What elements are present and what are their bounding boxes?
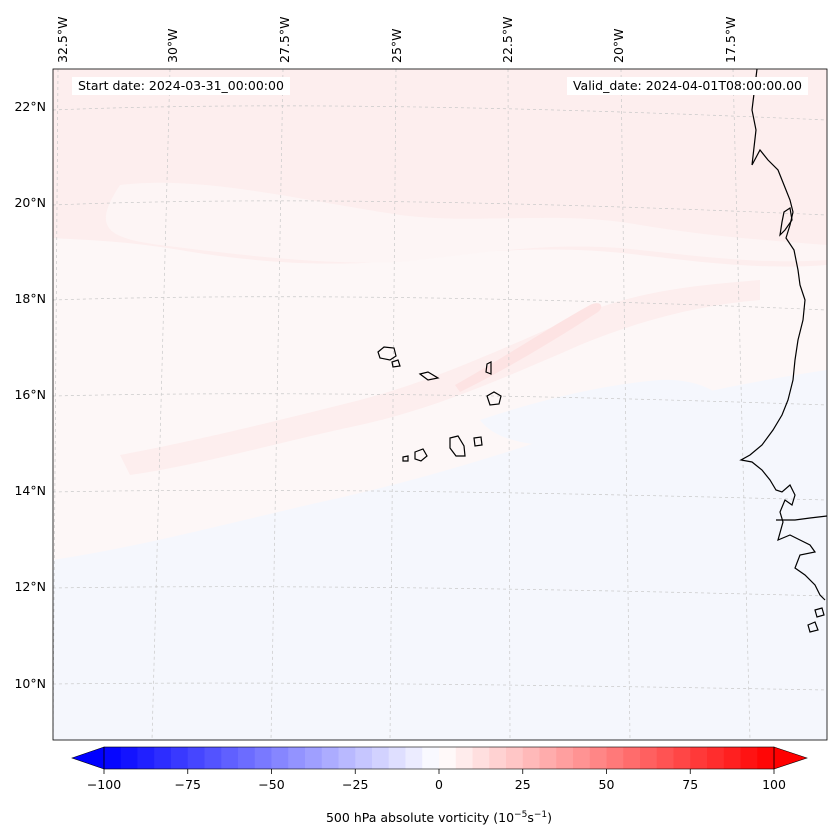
colorbar-segment bbox=[137, 747, 155, 769]
lat-label: 10°N bbox=[14, 676, 46, 691]
colorbar-tick-label: 0 bbox=[435, 777, 443, 792]
colorbar-ticks: −100 −75 −50 −25 0 25 50 75 100 bbox=[87, 769, 786, 792]
lat-label: 16°N bbox=[14, 387, 46, 402]
colorbar: −100 −75 −50 −25 0 25 50 75 100 500 hPa absolute… bbox=[71, 746, 808, 825]
colorbar-segment bbox=[221, 747, 239, 769]
colorbar-segment bbox=[656, 747, 674, 769]
colorbar-segment bbox=[288, 747, 306, 769]
map-border bbox=[52, 68, 828, 741]
colorbar-segment bbox=[740, 747, 758, 769]
lat-label: 18°N bbox=[14, 291, 46, 306]
colorbar-segment bbox=[707, 747, 725, 769]
colorbar-tick-label: −75 bbox=[175, 777, 201, 792]
lon-label: 22.5°W bbox=[500, 17, 515, 63]
colorbar-tick-label: −100 bbox=[87, 777, 121, 792]
colorbar-tick-label: 100 bbox=[762, 777, 786, 792]
colorbar-segment bbox=[104, 747, 122, 769]
valid-date-label: Valid_date: 2024-04-01T08:00:00.00 bbox=[566, 77, 808, 95]
map-panel bbox=[53, 69, 827, 740]
lat-label: 22°N bbox=[14, 99, 46, 114]
colorbar-segment bbox=[556, 747, 574, 769]
cape-verde-boa-vista bbox=[486, 391, 502, 406]
colorbar-segment bbox=[455, 747, 473, 769]
colorbar-segment bbox=[489, 747, 507, 769]
lat-label: 12°N bbox=[14, 579, 46, 594]
vorticity-negative-region-2 bbox=[480, 379, 740, 446]
latitude-labels: 22°N 20°N 18°N 16°N 14°N 12°N 10°N bbox=[14, 99, 46, 691]
colorbar-segment bbox=[204, 747, 222, 769]
longitude-labels: 32.5°W 30°W 27.5°W 25°W 22.5°W 20°W 17.5… bbox=[55, 17, 738, 63]
colorbar-segment bbox=[422, 747, 440, 769]
lon-label: 27.5°W bbox=[277, 17, 292, 63]
colorbar-segment bbox=[472, 747, 490, 769]
lat-label: 14°N bbox=[14, 483, 46, 498]
colorbar-tick-label: 75 bbox=[682, 777, 698, 792]
colorbar-label: 500 hPa absolute vorticity (10−5s−1) bbox=[326, 810, 552, 825]
colorbar-segment bbox=[355, 747, 373, 769]
colorbar-extend-low bbox=[71, 746, 105, 770]
colorbar-segment bbox=[640, 747, 658, 769]
colorbar-segment bbox=[321, 747, 339, 769]
colorbar-segment bbox=[673, 747, 691, 769]
colorbar-segment bbox=[623, 747, 641, 769]
colorbar-segment bbox=[439, 747, 457, 769]
colorbar-segment bbox=[589, 747, 607, 769]
colorbar-segment bbox=[271, 747, 289, 769]
colorbar-tick-label: 25 bbox=[515, 777, 531, 792]
cape-verde-sao-nicolau bbox=[418, 371, 440, 381]
colorbar-segment bbox=[338, 747, 356, 769]
colorbar-segment bbox=[238, 747, 256, 769]
colorbar-segment bbox=[372, 747, 390, 769]
cape-verde-maio bbox=[473, 436, 483, 447]
colorbar-segment bbox=[305, 747, 323, 769]
africa-coastline bbox=[739, 69, 826, 601]
colorbar-segment bbox=[254, 747, 272, 769]
colorbar-segment bbox=[522, 747, 540, 769]
colorbar-segment bbox=[757, 747, 775, 769]
vorticity-negative-region bbox=[53, 370, 827, 740]
colorbar-segment bbox=[690, 747, 708, 769]
colorbar-segment bbox=[187, 747, 205, 769]
cape-verde-brava bbox=[402, 455, 409, 462]
colorbar-tick-label: −50 bbox=[258, 777, 284, 792]
lon-label: 20°W bbox=[611, 28, 626, 63]
colorbar-extend-high bbox=[773, 746, 808, 770]
graticule bbox=[53, 69, 827, 740]
coastlines bbox=[377, 69, 827, 633]
colorbar-segment bbox=[573, 747, 591, 769]
dakhla-peninsula bbox=[779, 206, 793, 237]
cape-verde-fogo bbox=[414, 448, 428, 462]
colorbar-segment bbox=[154, 747, 172, 769]
colorbar-segment bbox=[405, 747, 423, 769]
colorbar-segment bbox=[539, 747, 557, 769]
cape-verde-sao-vicente bbox=[391, 359, 401, 368]
colorbar-segments bbox=[104, 747, 775, 769]
vorticity-positive-band-inner bbox=[105, 182, 827, 263]
vorticity-positive-band-diagonal bbox=[120, 280, 760, 475]
lon-label: 25°W bbox=[389, 28, 404, 63]
colorbar-segment bbox=[723, 747, 741, 769]
cape-verde-santo-antao bbox=[377, 346, 397, 361]
cape-verde-santiago bbox=[449, 435, 466, 457]
colorbar-tick-label: 50 bbox=[599, 777, 615, 792]
colorbar-segment bbox=[171, 747, 189, 769]
start-date-label: Start date: 2024-03-31_00:00:00 bbox=[72, 77, 290, 95]
lon-label: 32.5°W bbox=[55, 17, 70, 63]
gambia-coast bbox=[776, 515, 827, 521]
colorbar-segment bbox=[120, 747, 138, 769]
lon-label: 17.5°W bbox=[723, 17, 738, 63]
colorbar-tick-label: −25 bbox=[342, 777, 368, 792]
bissagos-islands bbox=[807, 607, 825, 633]
colorbar-segment bbox=[506, 747, 524, 769]
colorbar-segment bbox=[606, 747, 624, 769]
cape-verde-sal bbox=[485, 361, 492, 375]
colorbar-segment bbox=[388, 747, 406, 769]
lat-label: 20°N bbox=[14, 195, 46, 210]
lon-label: 30°W bbox=[165, 28, 180, 63]
